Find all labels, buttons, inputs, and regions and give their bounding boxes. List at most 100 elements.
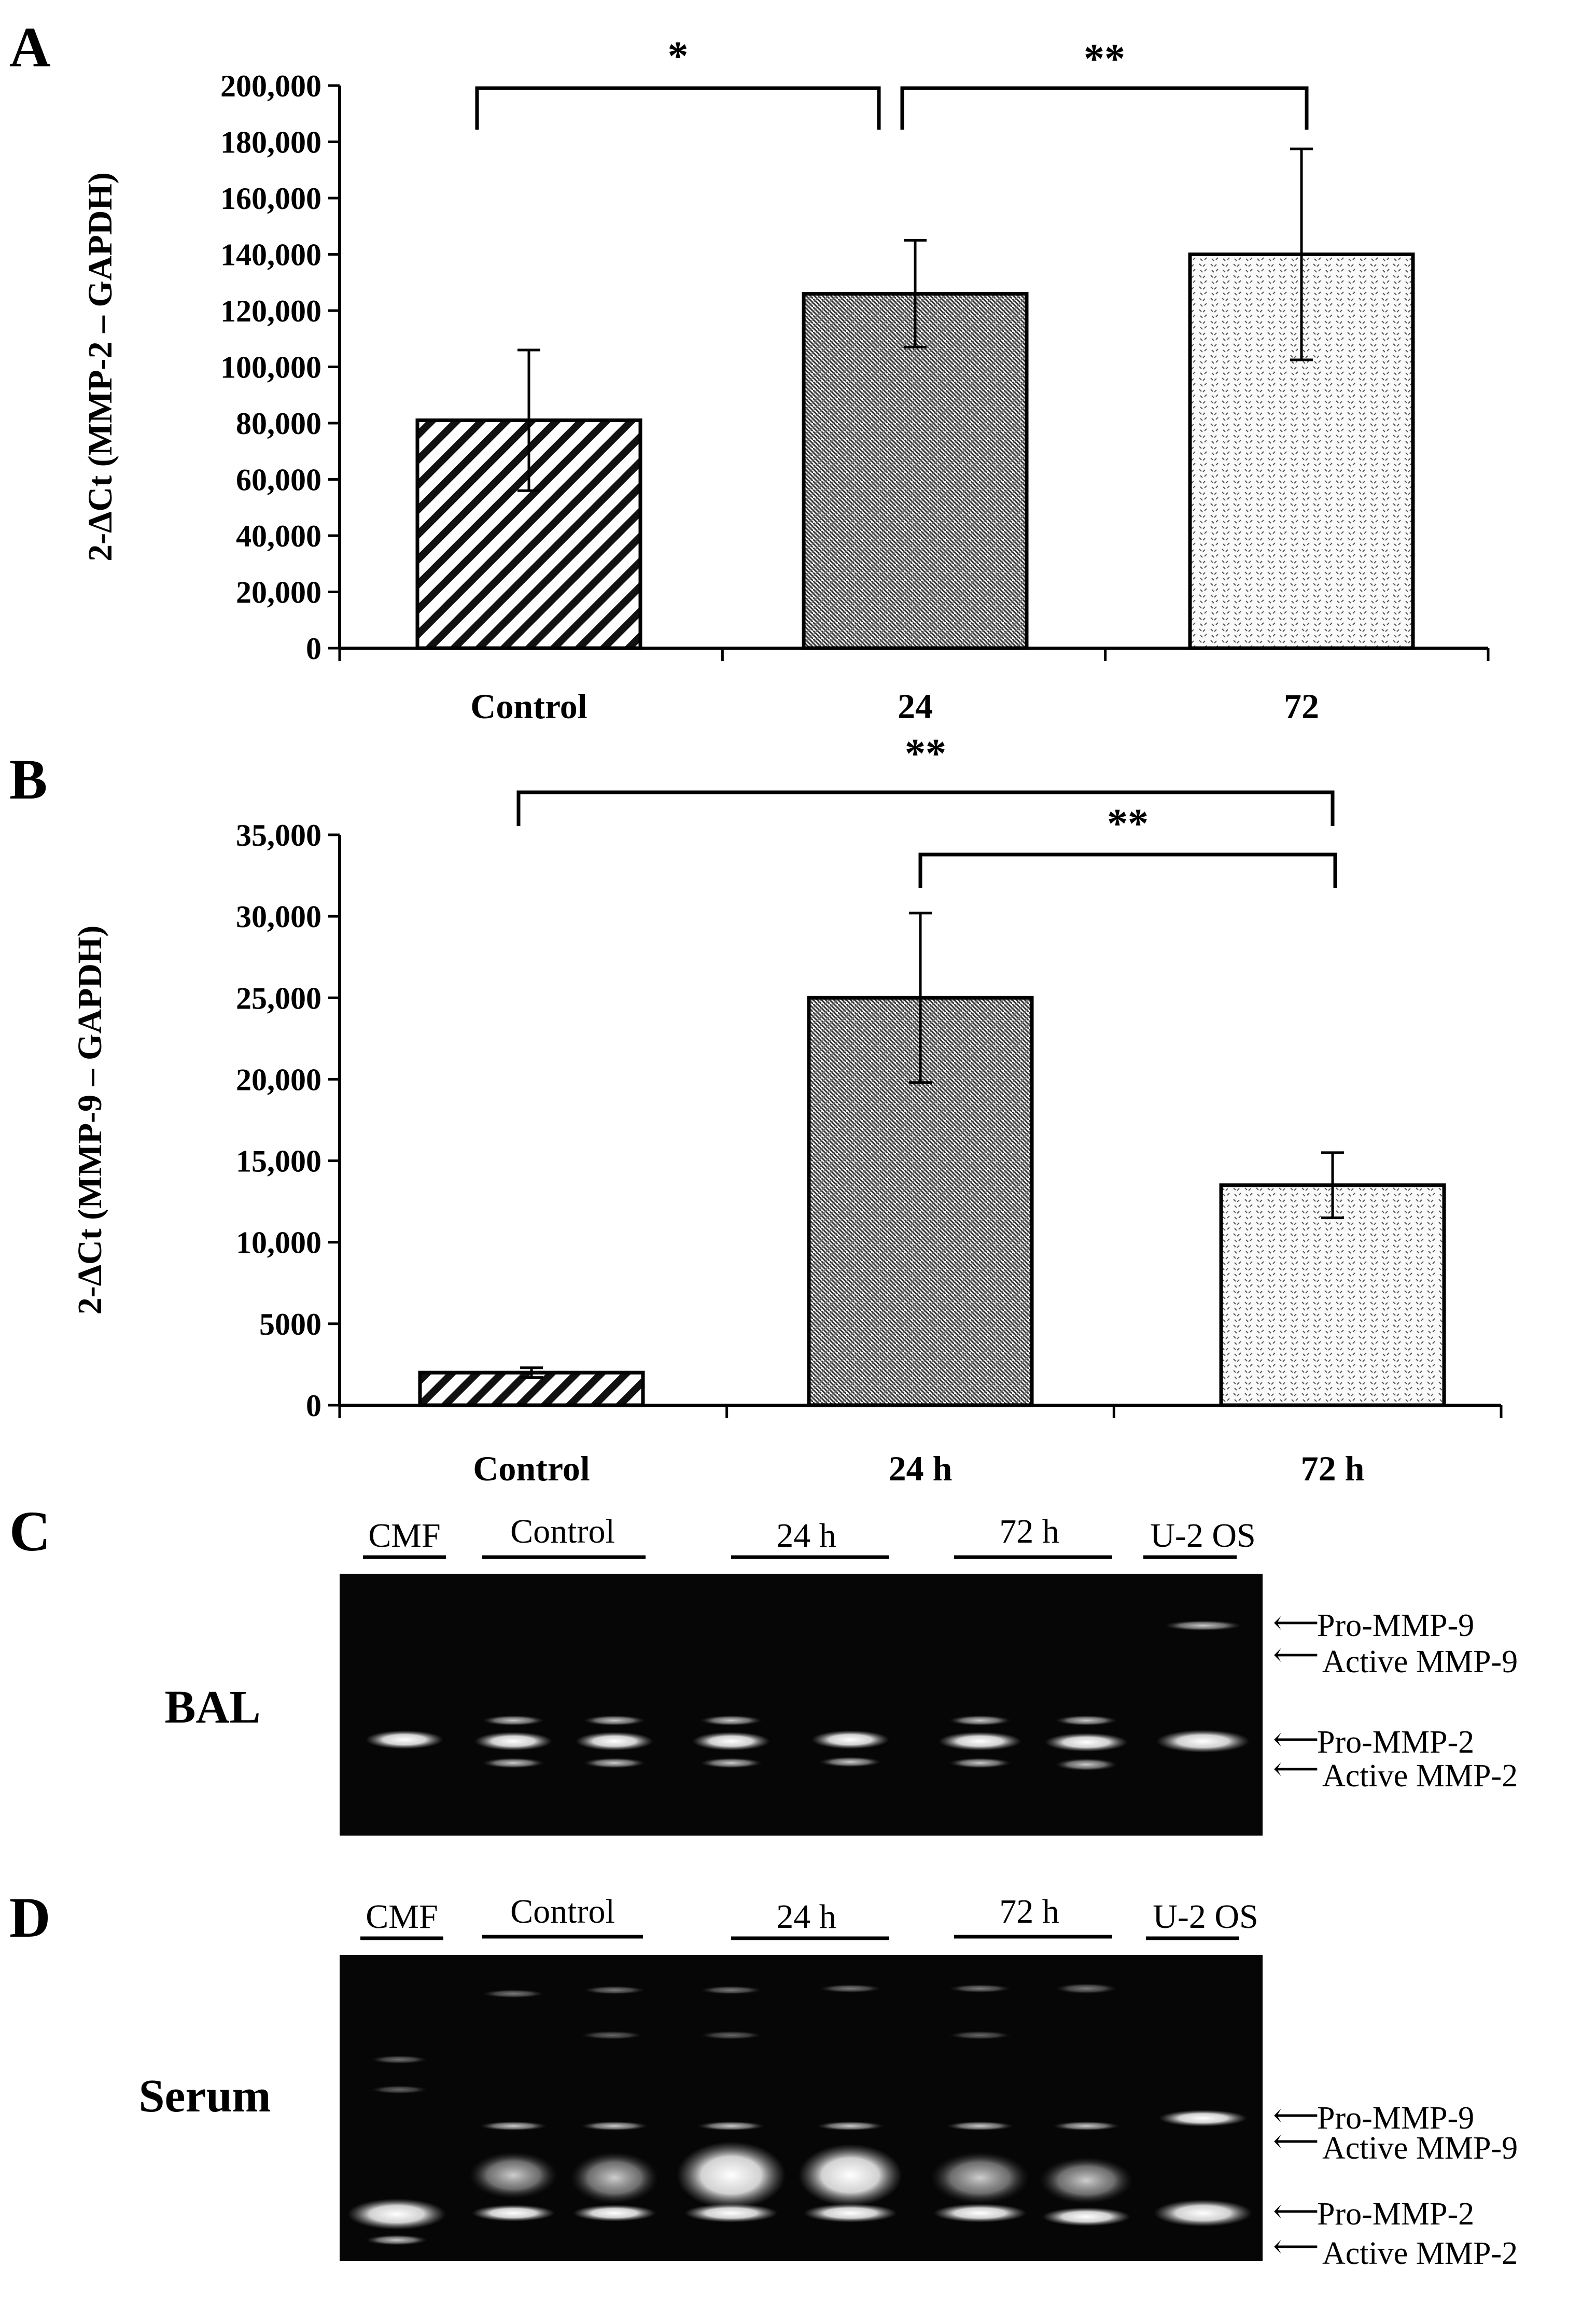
y-tick-label: 20,000: [236, 1062, 321, 1097]
band: [700, 1986, 762, 1994]
band: [811, 1730, 889, 1749]
band-label-active-mmp2: Active MMP-2: [1322, 1758, 1518, 1794]
lane-label-cmf: CMF: [368, 1517, 440, 1555]
y-tick-label: 120,000: [220, 294, 321, 328]
lane-label-u2os: U-2 OS: [1150, 1517, 1256, 1555]
band: [804, 2204, 897, 2222]
lane-label-control: Control: [510, 1893, 615, 1930]
y-tick-label: 80,000: [236, 407, 321, 441]
band: [583, 1986, 646, 1994]
arrow-icon: ⟵: [1273, 1638, 1319, 1673]
smear: [931, 2152, 1029, 2204]
x-category-label: Control: [473, 1449, 590, 1488]
y-tick-label: 140,000: [220, 238, 321, 272]
significance-label: **: [905, 731, 946, 777]
y-tick-label: 180,000: [220, 125, 321, 160]
band: [697, 2121, 765, 2131]
lane-label-24h: 24 h: [776, 1898, 836, 1936]
panel-letter-d: D: [9, 1886, 50, 1949]
arrow-icon: ⟵: [1273, 1605, 1319, 1641]
significance-bracket: [918, 852, 1337, 888]
y-tick-label: 100,000: [220, 351, 321, 385]
band: [347, 2199, 446, 2230]
band: [819, 1757, 881, 1767]
band: [933, 2204, 1027, 2222]
band: [1042, 2207, 1130, 2226]
gel-d-bands: [347, 1983, 1252, 2245]
significance-label: *: [668, 34, 689, 79]
band: [371, 2055, 428, 2064]
arrow-icon: ⟵: [1273, 2229, 1319, 2264]
arrow-icon: ⟵: [1273, 1752, 1319, 1787]
band: [480, 2121, 547, 2131]
arrow-icon: ⟵: [1273, 2098, 1319, 2133]
y-tick-label: 0: [306, 1389, 321, 1423]
sample-label-bal: BAL: [164, 1682, 260, 1733]
panel-letter-c: C: [9, 1500, 50, 1563]
smear: [677, 2142, 786, 2209]
band-label-active-mmp9: Active MMP-9: [1322, 2131, 1518, 2166]
x-category-label: 72: [1284, 687, 1319, 726]
band-label-pro-mmp9: Pro-MMP-9: [1317, 1608, 1474, 1643]
band: [583, 1715, 646, 1726]
panel-letter-b: B: [9, 748, 47, 811]
zymogram-d-serum: CMF Control 24 h 72 h U-2 OS Serum: [139, 1893, 1518, 2271]
smear: [570, 2152, 659, 2204]
chart-b-mmp9: 0 5000 10,000 15,000 20,000 25,000 30,000 35,00…: [71, 731, 1503, 1488]
band: [482, 1990, 544, 1998]
band: [1055, 1983, 1117, 1994]
significance-bracket: [475, 86, 881, 130]
band-label-active-mmp2: Active MMP-2: [1322, 2236, 1518, 2271]
band: [692, 1732, 770, 1751]
band: [474, 1732, 552, 1751]
band: [700, 1715, 762, 1726]
y-tick-label: 160,000: [220, 181, 321, 216]
x-category-label: 24: [898, 687, 933, 726]
gel-c-bands: [366, 1620, 1250, 1771]
lane-label-u2os: U-2 OS: [1153, 1898, 1258, 1936]
lane-label-cmf: CMF: [366, 1898, 438, 1936]
panel-letter-a: A: [9, 16, 50, 79]
band: [1154, 2200, 1252, 2227]
band: [946, 2121, 1014, 2131]
band: [939, 1732, 1021, 1751]
significance-label: **: [1084, 36, 1125, 82]
significance-bracket: [516, 790, 1335, 826]
band: [482, 1758, 544, 1768]
y-tick-label: 200,000: [220, 69, 321, 103]
band: [573, 2205, 656, 2221]
band: [949, 1984, 1011, 1993]
band: [1164, 1620, 1242, 1631]
bar-72-h: [1219, 1183, 1446, 1407]
band: [366, 1730, 443, 1749]
significance-label: **: [1107, 801, 1149, 847]
smear: [1040, 2157, 1133, 2204]
band: [576, 1732, 653, 1751]
significance-bracket: [900, 86, 1309, 130]
band: [581, 2121, 648, 2131]
band: [819, 1984, 881, 1993]
band: [700, 2031, 762, 2039]
y-tick-label: 5000: [259, 1307, 321, 1341]
chart-a-mmp2: 0 20,000 40,000 60,000 80,000 100,000 120,000 1…: [81, 34, 1490, 726]
gel-c: [340, 1574, 1263, 1836]
band: [1159, 2110, 1247, 2126]
arrow-icon: ⟵: [1273, 2124, 1319, 2159]
band: [1045, 1733, 1128, 1752]
band: [1055, 1715, 1117, 1726]
band-label-pro-mmp2: Pro-MMP-2: [1317, 2196, 1474, 2232]
y-tick-label: 10,000: [236, 1226, 321, 1260]
y-tick-label: 20,000: [236, 576, 321, 610]
lane-label-72h: 72 h: [999, 1513, 1059, 1550]
band-label-pro-mmp9: Pro-MMP-9: [1317, 2101, 1474, 2136]
band: [482, 1715, 544, 1726]
y-tick-label: 35,000: [236, 818, 321, 852]
band: [1055, 1758, 1117, 1771]
band: [583, 1758, 646, 1768]
band: [949, 1715, 1011, 1726]
band: [371, 2086, 428, 2094]
y-tick-label: 0: [306, 632, 321, 666]
band: [581, 2031, 643, 2039]
band: [1053, 2121, 1120, 2131]
y-tick-label: 30,000: [236, 900, 321, 934]
